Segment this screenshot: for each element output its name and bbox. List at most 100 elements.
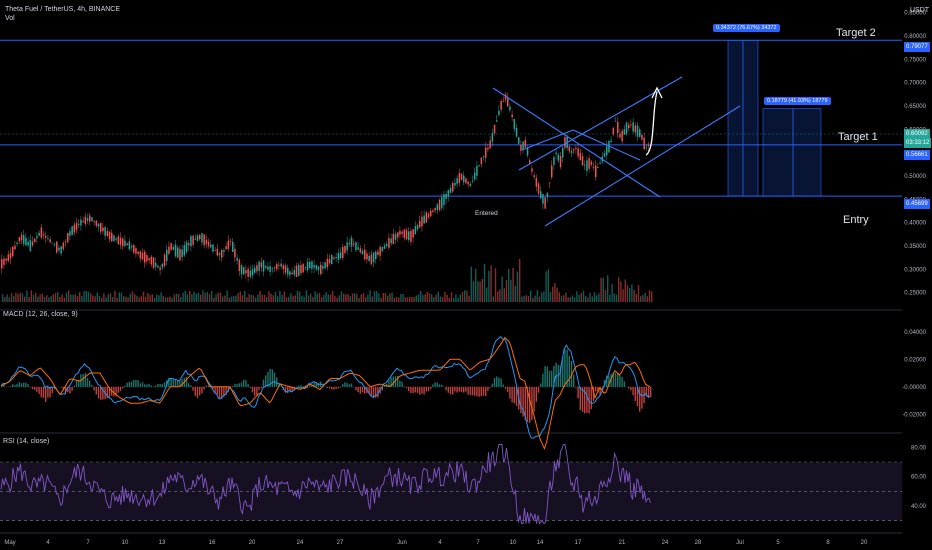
candle-body — [245, 270, 247, 274]
macd-histogram-bar — [608, 376, 610, 388]
candle-body — [564, 137, 566, 148]
candle-body — [443, 194, 445, 205]
candle-body — [75, 222, 78, 231]
volume-bar — [400, 294, 402, 302]
candle-body — [256, 265, 258, 272]
volume-bar — [538, 296, 541, 302]
macd-histogram-bar — [447, 386, 449, 393]
candle-body — [254, 267, 256, 273]
macd-histogram-bar — [623, 381, 625, 388]
candle-body — [25, 237, 27, 246]
candle-body — [342, 247, 344, 258]
macd-histogram-bar — [551, 370, 553, 388]
macd-histogram-bar — [628, 386, 630, 389]
volume-bar — [393, 297, 395, 302]
volume-bar — [422, 295, 424, 302]
volume-bar — [604, 290, 607, 302]
time-axis-tick: 21 — [619, 540, 626, 546]
candle-body — [579, 152, 582, 161]
volume-bar — [191, 294, 193, 302]
candle-body — [478, 165, 480, 167]
candle-body — [199, 235, 201, 240]
volume-bar — [138, 297, 140, 302]
candle-body — [152, 257, 155, 268]
candle-body — [489, 140, 491, 149]
candle-body — [581, 156, 584, 166]
macd-histogram-bar — [401, 381, 403, 388]
macd-histogram-bar — [482, 386, 485, 396]
macd-histogram-bar — [639, 386, 641, 412]
candle-body — [452, 182, 454, 192]
candle-body — [67, 232, 69, 243]
macd-histogram-bar — [405, 386, 408, 389]
volume-bar — [541, 292, 543, 302]
candle-body — [427, 213, 430, 218]
macd-histogram-bar — [236, 383, 238, 388]
macd-histogram-bar — [60, 386, 62, 388]
macd-histogram-bar — [100, 386, 102, 400]
volume-bar — [327, 294, 329, 302]
candle-body — [465, 178, 467, 184]
candle-body — [548, 182, 551, 184]
candle-body — [126, 243, 128, 246]
candle-body — [544, 197, 546, 209]
volume-bar — [35, 292, 37, 302]
time-axis-tick: 7 — [476, 540, 480, 546]
target1-label: Target 1 — [838, 131, 878, 143]
macd-histogram-bar — [273, 372, 276, 388]
volume-bar — [118, 292, 120, 302]
candle-body — [174, 244, 177, 257]
candle-body — [386, 244, 388, 247]
candle-body — [192, 235, 194, 245]
volume-bar — [356, 294, 358, 302]
macd-histogram-bar — [346, 383, 348, 388]
price-axis-tick: 0.40000 — [904, 221, 926, 227]
macd-histogram-bar — [322, 383, 324, 388]
macd-histogram-bar — [214, 386, 216, 393]
macd-histogram-bar — [463, 386, 465, 393]
time-axis-tick: 24 — [662, 540, 669, 546]
volume-bar — [543, 291, 545, 302]
macd-histogram-bar — [436, 382, 438, 388]
volume-bar — [153, 297, 156, 302]
volume-bar — [8, 297, 10, 302]
macd-histogram-bar — [16, 384, 18, 388]
volume-bar — [565, 292, 567, 302]
macd-histogram-bar — [91, 384, 93, 388]
macd-histogram-bar — [335, 386, 337, 390]
volume-bar — [600, 277, 602, 302]
candle-body — [432, 210, 434, 213]
candle-body — [636, 125, 639, 137]
volume-bar — [136, 295, 138, 302]
target1-measure-box — [762, 108, 822, 197]
volume-bar — [417, 294, 420, 302]
volume-bar — [318, 293, 321, 302]
macd-histogram-bar — [375, 386, 377, 398]
macd-histogram-bar — [350, 383, 353, 388]
volume-bar — [406, 297, 409, 302]
candle-body — [300, 265, 302, 274]
volume-bar — [459, 294, 461, 302]
candle-body — [480, 157, 483, 165]
macd-histogram-bar — [306, 386, 309, 389]
candle-body — [458, 173, 461, 183]
macd-histogram-bar — [64, 386, 67, 395]
volume-bar — [127, 297, 129, 302]
candle-body — [51, 242, 54, 244]
candle-body — [641, 135, 643, 140]
macd-histogram-bar — [238, 383, 240, 388]
volume-bar — [125, 296, 127, 302]
candle-body — [170, 243, 172, 250]
candle-body — [518, 137, 520, 144]
macd-histogram-bar — [234, 383, 236, 388]
macd-histogram-bar — [317, 382, 320, 388]
macd-histogram-bar — [1, 386, 3, 388]
macd-histogram-bar — [271, 369, 273, 388]
volume-bar — [316, 293, 318, 302]
volume-bar — [255, 297, 257, 302]
macd-histogram-bar — [540, 383, 542, 388]
macd-histogram-bar — [513, 386, 515, 404]
candle-body — [14, 245, 16, 250]
volume-bar — [646, 296, 648, 302]
